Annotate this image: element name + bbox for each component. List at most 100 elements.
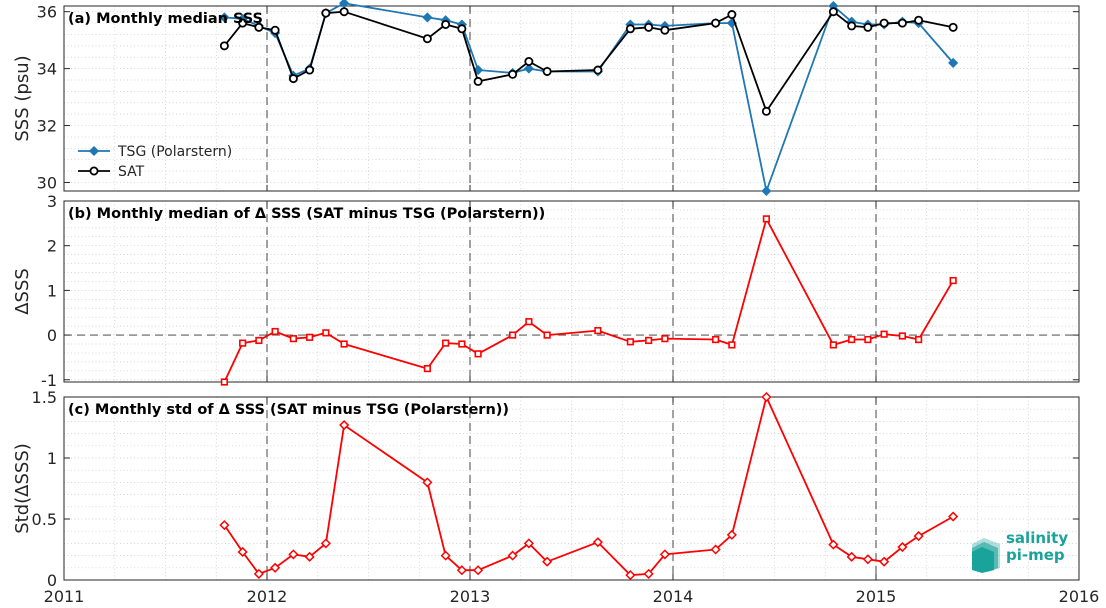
data-point bbox=[473, 565, 484, 576]
data-point bbox=[474, 350, 482, 358]
data-point bbox=[880, 330, 888, 338]
data-point bbox=[644, 22, 654, 32]
data-point bbox=[948, 511, 959, 522]
data-point bbox=[289, 335, 297, 343]
series-line bbox=[223, 217, 954, 383]
data-point bbox=[726, 529, 737, 540]
data-point bbox=[305, 65, 315, 75]
x-tick-label: 2011 bbox=[44, 587, 85, 606]
data-point bbox=[508, 69, 518, 79]
series-line bbox=[223, 396, 954, 576]
data-point bbox=[523, 63, 534, 74]
data-point bbox=[898, 332, 906, 340]
data-point bbox=[524, 57, 534, 67]
data-point bbox=[339, 0, 350, 9]
data-point bbox=[879, 556, 890, 567]
data-point bbox=[340, 340, 348, 348]
y-tick-label: 1.5 bbox=[32, 388, 57, 407]
x-tick-label: 2012 bbox=[247, 587, 288, 606]
panel-title: (c) Monthly std of Δ SSS (SAT minus TSG … bbox=[68, 402, 509, 418]
data-point bbox=[949, 276, 957, 285]
data-point bbox=[239, 339, 247, 347]
data-point bbox=[237, 546, 248, 558]
data-point bbox=[711, 18, 721, 28]
data-point bbox=[473, 76, 483, 86]
data-point bbox=[238, 18, 248, 28]
y-tick-label: 34 bbox=[37, 60, 57, 79]
x-tick-label: 2015 bbox=[856, 587, 897, 606]
data-point bbox=[306, 333, 314, 341]
legend-label: TSG (Polarstern) bbox=[117, 144, 232, 160]
data-point bbox=[914, 15, 924, 25]
logo-waves-icon bbox=[972, 538, 1000, 573]
axes-box bbox=[63, 200, 1080, 383]
x-tick-label: 2013 bbox=[450, 587, 491, 606]
data-point bbox=[626, 338, 634, 346]
y-tick-label: 3 bbox=[47, 192, 57, 211]
data-point bbox=[863, 22, 873, 32]
y-axis-label: SSS (psu) bbox=[12, 55, 33, 141]
data-point bbox=[915, 335, 923, 344]
data-point bbox=[645, 336, 653, 345]
legend-label: SAT bbox=[118, 164, 145, 180]
data-point bbox=[862, 554, 873, 565]
data-point bbox=[423, 364, 431, 373]
data-point bbox=[220, 378, 228, 386]
logo-text-line1: salinity bbox=[1006, 529, 1069, 547]
data-point bbox=[288, 549, 299, 560]
data-point bbox=[661, 335, 669, 343]
x-tick-label: 2016 bbox=[1059, 587, 1100, 606]
panel-title: (a) Monthly median SSS bbox=[68, 11, 263, 27]
data-point bbox=[422, 477, 433, 488]
data-point bbox=[457, 24, 467, 34]
data-point bbox=[219, 41, 229, 51]
data-point bbox=[288, 74, 298, 84]
data-point bbox=[271, 327, 279, 336]
data-point bbox=[507, 550, 518, 561]
data-point bbox=[847, 21, 857, 31]
legend-marker bbox=[88, 145, 100, 157]
data-point bbox=[458, 340, 466, 348]
y-axis-label: ΔSSS bbox=[12, 268, 33, 315]
axes-box bbox=[63, 5, 1080, 192]
data-point bbox=[761, 106, 771, 116]
data-point bbox=[253, 568, 264, 579]
data-point bbox=[422, 12, 433, 23]
series-line bbox=[223, 10, 954, 113]
data-point bbox=[864, 335, 872, 344]
data-point bbox=[320, 538, 331, 549]
data-point bbox=[846, 551, 857, 562]
data-point bbox=[948, 22, 958, 32]
salinity-pi-mep-logo: salinity pi-mep bbox=[970, 530, 1082, 574]
y-tick-label: 0.5 bbox=[32, 510, 57, 529]
data-point bbox=[913, 531, 924, 542]
data-point bbox=[594, 327, 602, 335]
data-point bbox=[659, 549, 670, 560]
data-point bbox=[828, 7, 838, 17]
data-point bbox=[762, 215, 770, 223]
y-tick-label: 0 bbox=[47, 571, 57, 590]
data-point bbox=[219, 12, 230, 23]
y-tick-label: 30 bbox=[37, 173, 57, 192]
y-tick-label: 36 bbox=[37, 3, 57, 22]
y-tick-label: 0 bbox=[47, 326, 57, 345]
data-point bbox=[422, 34, 432, 44]
data-point bbox=[270, 562, 281, 573]
data-point bbox=[761, 185, 772, 197]
data-point bbox=[879, 18, 889, 28]
series-line bbox=[224, 2, 954, 192]
axes-box bbox=[63, 396, 1080, 581]
data-point bbox=[660, 25, 670, 35]
data-point bbox=[625, 570, 636, 581]
data-point bbox=[321, 8, 331, 18]
data-point bbox=[441, 19, 451, 29]
data-point bbox=[254, 22, 264, 32]
data-point bbox=[727, 10, 737, 20]
data-point bbox=[473, 64, 484, 76]
data-point bbox=[948, 57, 959, 68]
y-tick-label: 1 bbox=[47, 281, 57, 300]
data-point bbox=[255, 336, 263, 345]
data-point bbox=[897, 541, 908, 553]
y-tick-label: -1 bbox=[41, 371, 57, 390]
legend-marker bbox=[89, 166, 99, 176]
